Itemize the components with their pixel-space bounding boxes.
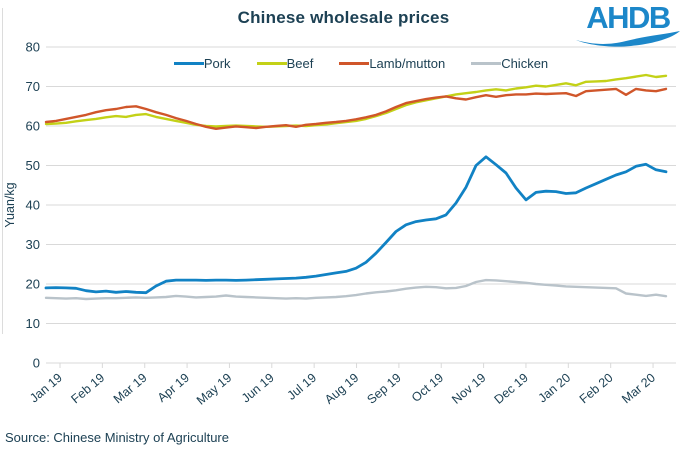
legend-item-beef: Beef — [256, 56, 314, 71]
series-line-chicken — [44, 278, 668, 301]
x-tick-label-11: Dec 19 — [492, 371, 531, 407]
left-edge-line — [2, 8, 3, 334]
x-tick-label-0: Jan 19 — [27, 371, 65, 406]
chart-legend: Pork Beef Lamb/mutton Chicken — [46, 56, 676, 71]
y-tick-label-30: 30 — [26, 237, 40, 252]
beef-line-swatch — [256, 62, 287, 65]
ahdb-logo-text: AHDB — [586, 0, 671, 35]
legend-label-beef: Beef — [286, 56, 314, 71]
legend-label-pork: Pork — [203, 56, 231, 71]
y-tick-label-60: 60 — [26, 119, 40, 134]
x-tick-label-12: Jan 20 — [535, 371, 573, 406]
x-tick-label-5: Jun 19 — [239, 371, 277, 406]
pork-line-swatch — [173, 62, 204, 65]
series-line-pork — [44, 155, 668, 295]
legend-label-chicken: Chicken — [501, 56, 549, 71]
legend-item-pork: Pork — [173, 56, 231, 71]
y-tick-label-10: 10 — [26, 316, 40, 331]
source-caption: Source: Chinese Ministry of Agriculture — [5, 430, 229, 445]
y-tick-label-80: 80 — [26, 40, 40, 55]
x-tick-label-2: Mar 19 — [111, 371, 150, 407]
y-tick-label-70: 70 — [26, 79, 40, 94]
x-tick-label-10: Nov 19 — [449, 371, 488, 407]
y-axis-label: Yuan/kg — [3, 182, 17, 227]
series-line-beef — [44, 73, 668, 129]
legend-label-lamb: Lamb/mutton — [369, 56, 446, 71]
x-tick-label-6: Jul 19 — [285, 371, 320, 403]
legend-item-chicken: Chicken — [471, 56, 548, 71]
x-tick-label-1: Feb 19 — [68, 371, 107, 407]
x-tick-label-4: May 19 — [194, 371, 234, 408]
ahdb-logo-wave-icon — [576, 31, 680, 47]
chicken-line-swatch — [471, 62, 502, 65]
y-tick-label-0: 0 — [33, 356, 40, 371]
lamb-line-swatch — [339, 62, 370, 65]
x-tick-label-13: Feb 20 — [577, 371, 616, 407]
y-tick-label-40: 40 — [26, 198, 40, 213]
chart-title: Chinese wholesale prices — [237, 8, 450, 27]
x-tick-label-8: Sep 19 — [364, 371, 403, 407]
ahdb-logo: AHDB — [575, 2, 681, 54]
y-tick-label-20: 20 — [26, 277, 40, 292]
x-tick-label-3: Apr 19 — [155, 371, 192, 405]
series-line-lamb-mutton — [44, 87, 668, 131]
x-tick-label-9: Oct 19 — [409, 371, 446, 405]
y-tick-label-50: 50 — [26, 158, 40, 173]
legend-item-lamb: Lamb/mutton — [339, 56, 445, 71]
x-tick-label-7: Aug 19 — [322, 371, 361, 407]
x-tick-label-14: Mar 20 — [619, 371, 658, 407]
